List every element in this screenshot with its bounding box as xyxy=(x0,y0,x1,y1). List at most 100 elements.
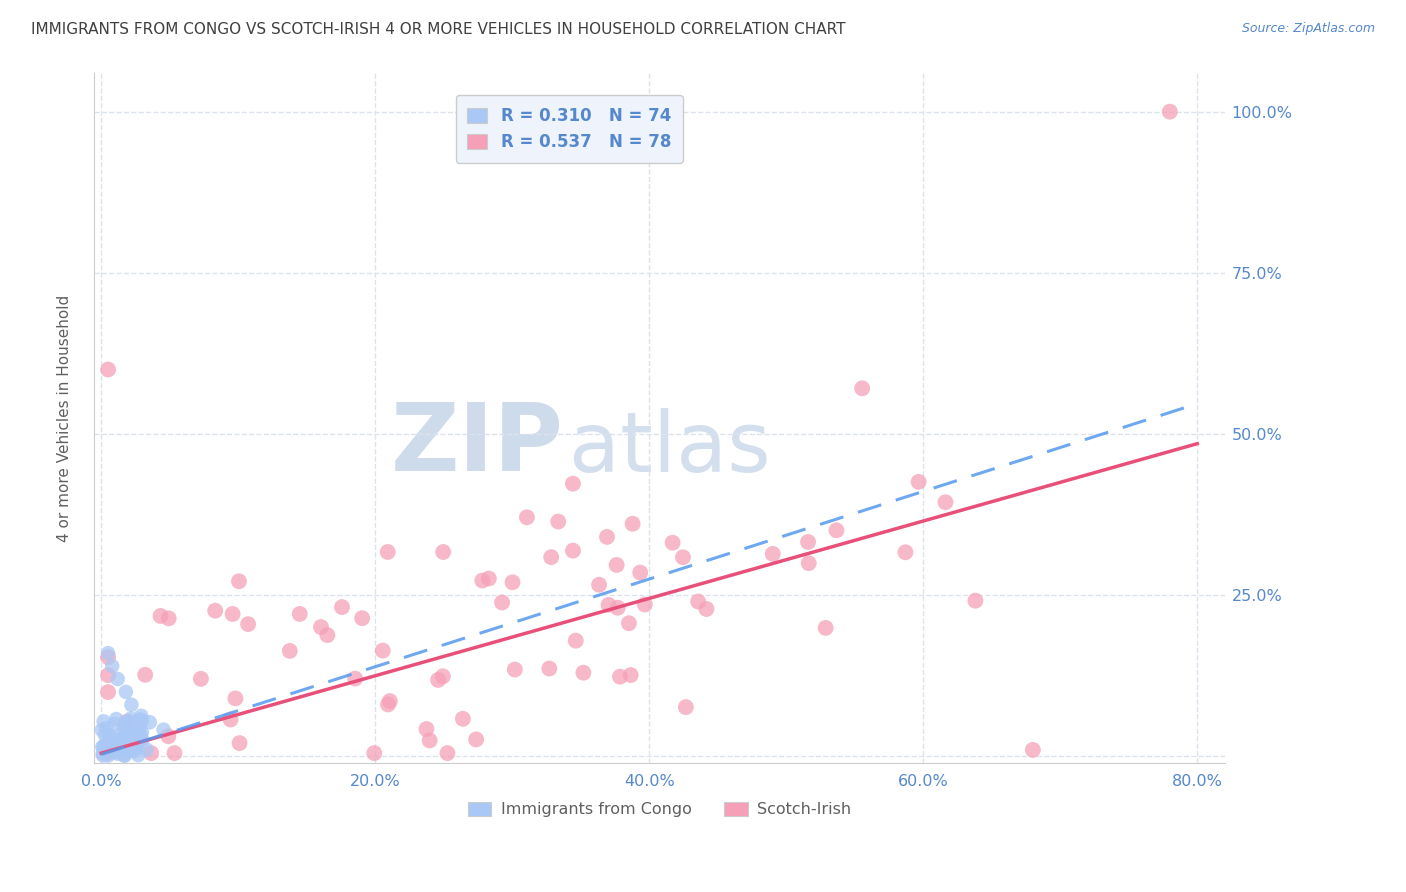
Point xyxy=(894,545,917,559)
Point xyxy=(118,723,141,738)
Point xyxy=(104,738,127,752)
Point xyxy=(316,628,339,642)
Point xyxy=(907,475,929,489)
Point xyxy=(97,746,120,760)
Point xyxy=(120,712,142,726)
Point xyxy=(94,737,117,751)
Point xyxy=(330,600,353,615)
Point xyxy=(127,739,149,754)
Point xyxy=(101,744,124,758)
Point xyxy=(118,739,141,753)
Point xyxy=(110,731,132,746)
Point xyxy=(561,476,583,491)
Point xyxy=(125,731,148,745)
Point xyxy=(120,724,142,739)
Point xyxy=(97,739,120,753)
Point xyxy=(228,736,250,750)
Legend: Immigrants from Congo, Scotch-Irish: Immigrants from Congo, Scotch-Irish xyxy=(461,796,858,824)
Point xyxy=(762,547,785,561)
Point xyxy=(219,713,242,727)
Point xyxy=(94,728,117,742)
Point xyxy=(814,621,837,635)
Point xyxy=(451,712,474,726)
Point xyxy=(129,712,152,726)
Point xyxy=(661,535,683,549)
Point xyxy=(427,673,450,687)
Point xyxy=(606,558,628,572)
Point xyxy=(432,545,454,559)
Point xyxy=(112,720,135,734)
Text: Source: ZipAtlas.com: Source: ZipAtlas.com xyxy=(1241,22,1375,36)
Point xyxy=(122,725,145,739)
Point xyxy=(224,691,246,706)
Point xyxy=(121,726,143,740)
Point xyxy=(100,744,122,758)
Point xyxy=(503,663,526,677)
Point xyxy=(797,556,820,570)
Point xyxy=(1159,104,1181,119)
Point xyxy=(118,714,141,728)
Point xyxy=(112,739,135,753)
Point xyxy=(139,715,162,730)
Point xyxy=(97,748,120,763)
Point xyxy=(127,722,149,736)
Point xyxy=(598,598,620,612)
Point xyxy=(122,731,145,745)
Point xyxy=(115,744,138,758)
Point xyxy=(236,617,259,632)
Point xyxy=(93,739,115,754)
Point xyxy=(621,516,644,531)
Point xyxy=(163,746,186,760)
Point xyxy=(93,714,115,729)
Point xyxy=(122,723,145,738)
Point xyxy=(695,602,717,616)
Point xyxy=(131,733,153,747)
Point xyxy=(221,607,243,621)
Point xyxy=(228,574,250,589)
Point xyxy=(309,620,332,634)
Point xyxy=(97,362,120,376)
Point xyxy=(111,739,134,754)
Point xyxy=(502,575,524,590)
Point xyxy=(98,730,121,744)
Y-axis label: 4 or more Vehicles in Household: 4 or more Vehicles in Household xyxy=(58,294,72,541)
Point xyxy=(620,668,643,682)
Point xyxy=(121,723,143,737)
Point xyxy=(851,381,873,395)
Point xyxy=(107,747,129,761)
Point xyxy=(617,616,640,631)
Point xyxy=(564,633,586,648)
Point xyxy=(100,739,122,753)
Point xyxy=(97,668,120,682)
Point xyxy=(352,611,374,625)
Point xyxy=(96,721,118,735)
Point xyxy=(108,728,131,742)
Point xyxy=(115,716,138,731)
Point xyxy=(157,729,180,743)
Point xyxy=(149,609,172,624)
Point xyxy=(131,714,153,728)
Point xyxy=(105,737,128,751)
Point xyxy=(127,748,149,763)
Point xyxy=(204,604,226,618)
Point xyxy=(516,510,538,524)
Point xyxy=(965,593,987,607)
Point xyxy=(105,745,128,759)
Point xyxy=(436,746,458,760)
Point xyxy=(478,572,501,586)
Point xyxy=(129,709,152,723)
Point xyxy=(101,740,124,755)
Point xyxy=(101,733,124,747)
Point xyxy=(190,672,212,686)
Point xyxy=(97,743,120,757)
Point xyxy=(128,721,150,735)
Point xyxy=(152,723,174,737)
Point xyxy=(588,578,610,592)
Point xyxy=(135,743,157,757)
Point xyxy=(121,741,143,756)
Point xyxy=(934,495,956,509)
Text: IMMIGRANTS FROM CONGO VS SCOTCH-IRISH 4 OR MORE VEHICLES IN HOUSEHOLD CORRELATIO: IMMIGRANTS FROM CONGO VS SCOTCH-IRISH 4 … xyxy=(31,22,845,37)
Point xyxy=(1022,743,1045,757)
Point xyxy=(114,748,136,763)
Point xyxy=(129,729,152,743)
